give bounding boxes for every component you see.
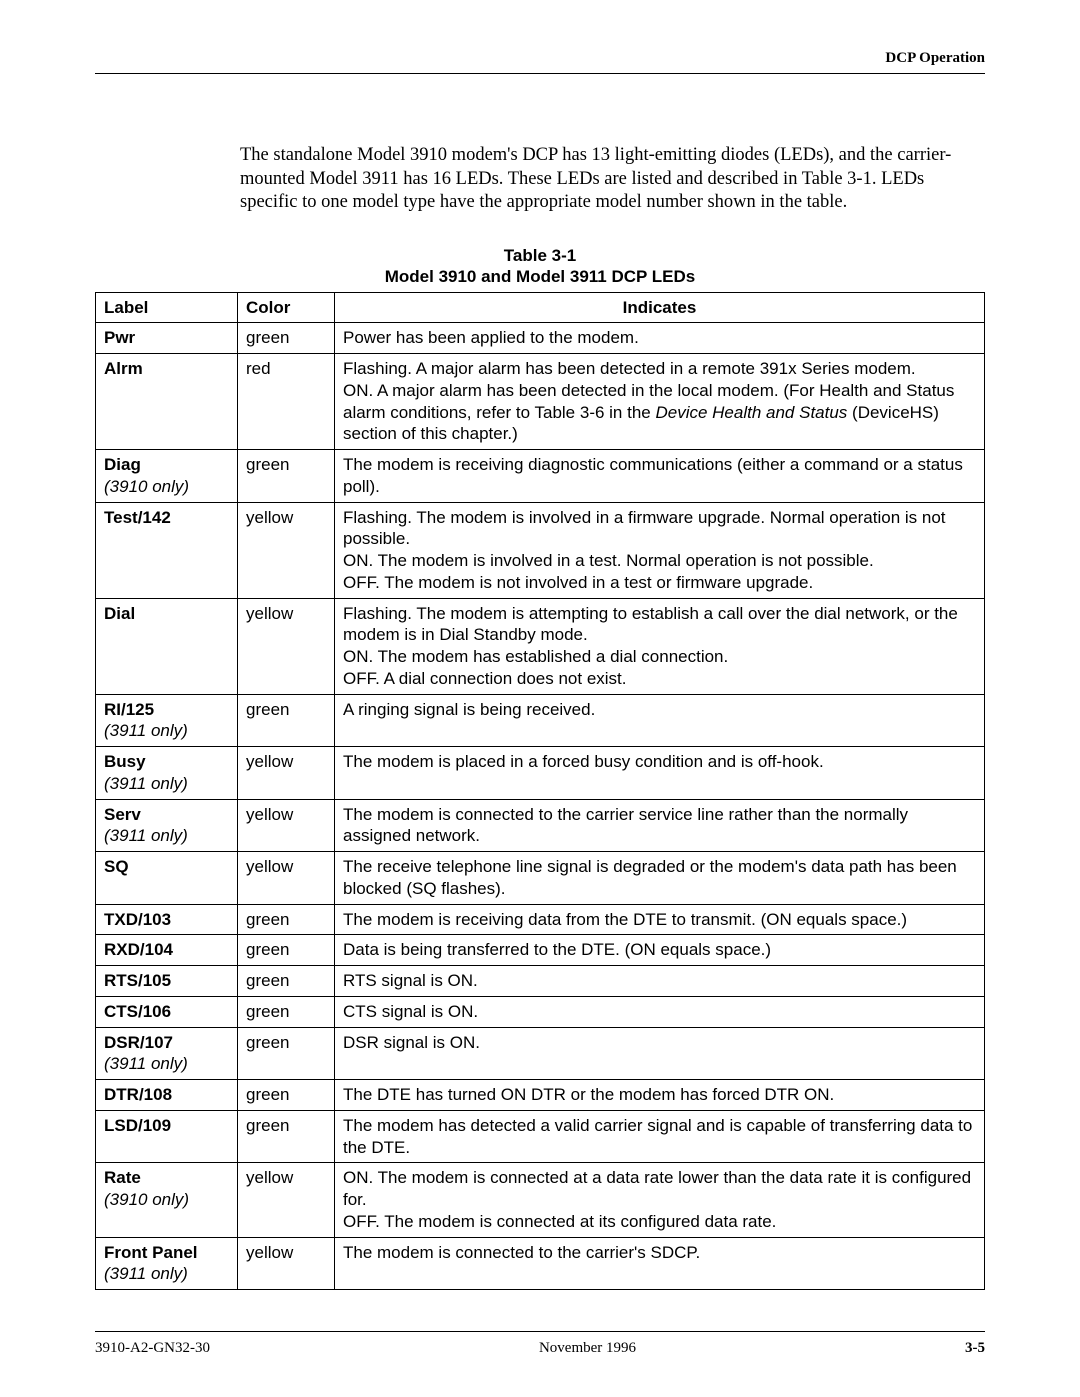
intro-paragraph: The standalone Model 3910 modem's DCP ha… (240, 144, 985, 215)
table-row: SQyellowThe receive telephone line signa… (96, 852, 985, 905)
cell-color: green (238, 1080, 335, 1111)
cell-color: yellow (238, 502, 335, 598)
table-row: DSR/107(3911 only)greenDSR signal is ON. (96, 1027, 985, 1080)
cell-indicates: Power has been applied to the modem. (335, 323, 985, 354)
cell-color: green (238, 935, 335, 966)
th-indicates: Indicates (335, 292, 985, 323)
cell-label: Rate(3910 only) (96, 1163, 238, 1237)
cell-color: green (238, 450, 335, 503)
cell-label: Pwr (96, 323, 238, 354)
cell-color: green (238, 904, 335, 935)
table-row: Test/142yellowFlashing. The modem is inv… (96, 502, 985, 598)
cell-label: RXD/104 (96, 935, 238, 966)
cell-indicates: The modem is placed in a forced busy con… (335, 747, 985, 800)
cell-color: yellow (238, 1163, 335, 1237)
cell-indicates: CTS signal is ON. (335, 996, 985, 1027)
cell-indicates: The modem is receiving diagnostic commun… (335, 450, 985, 503)
table-row: RTS/105greenRTS signal is ON. (96, 966, 985, 997)
cell-color: green (238, 323, 335, 354)
footer: 3910-A2-GN32-30 November 1996 3-5 (95, 1321, 985, 1357)
table-row: AlrmredFlashing. A major alarm has been … (96, 354, 985, 450)
cell-indicates: Data is being transferred to the DTE. (O… (335, 935, 985, 966)
cell-indicates: RTS signal is ON. (335, 966, 985, 997)
cell-label: DTR/108 (96, 1080, 238, 1111)
cell-indicates: ON. The modem is connected at a data rat… (335, 1163, 985, 1237)
cell-indicates: Flashing. The modem is involved in a fir… (335, 502, 985, 598)
table-row: DialyellowFlashing. The modem is attempt… (96, 598, 985, 694)
cell-label: SQ (96, 852, 238, 905)
cell-color: yellow (238, 747, 335, 800)
cell-color: yellow (238, 1237, 335, 1290)
cell-label: Front Panel(3911 only) (96, 1237, 238, 1290)
cell-color: green (238, 1027, 335, 1080)
cell-label: RTS/105 (96, 966, 238, 997)
cell-indicates: The modem has detected a valid carrier s… (335, 1110, 985, 1163)
table-row: DTR/108greenThe DTE has turned ON DTR or… (96, 1080, 985, 1111)
table-row: RI/125(3911 only)greenA ringing signal i… (96, 694, 985, 747)
footer-left: 3910-A2-GN32-30 (95, 1340, 210, 1357)
caption-line2: Model 3910 and Model 3911 DCP LEDs (385, 267, 696, 286)
cell-label: Test/142 (96, 502, 238, 598)
th-color: Color (238, 292, 335, 323)
cell-color: yellow (238, 852, 335, 905)
cell-label: CTS/106 (96, 996, 238, 1027)
caption-line1: Table 3-1 (504, 246, 576, 265)
table-header-row: Label Color Indicates (96, 292, 985, 323)
cell-label: RI/125(3911 only) (96, 694, 238, 747)
cell-indicates: Flashing. The modem is attempting to est… (335, 598, 985, 694)
table-row: Diag(3910 only)greenThe modem is receivi… (96, 450, 985, 503)
cell-indicates: The modem is connected to the carrier se… (335, 799, 985, 852)
cell-label: Dial (96, 598, 238, 694)
cell-color: green (238, 694, 335, 747)
footer-right: 3-5 (965, 1340, 985, 1357)
led-table: Label Color Indicates PwrgreenPower has … (95, 292, 985, 1291)
cell-indicates: The modem is receiving data from the DTE… (335, 904, 985, 935)
table-caption: Table 3-1 Model 3910 and Model 3911 DCP … (95, 245, 985, 288)
cell-indicates: DSR signal is ON. (335, 1027, 985, 1080)
cell-color: green (238, 966, 335, 997)
cell-label: Busy(3911 only) (96, 747, 238, 800)
table-row: Busy(3911 only)yellowThe modem is placed… (96, 747, 985, 800)
cell-color: green (238, 996, 335, 1027)
table-row: RXD/104greenData is being transferred to… (96, 935, 985, 966)
table-row: Front Panel(3911 only)yellowThe modem is… (96, 1237, 985, 1290)
cell-indicates: Flashing. A major alarm has been detecte… (335, 354, 985, 450)
th-label: Label (96, 292, 238, 323)
cell-label: Alrm (96, 354, 238, 450)
cell-label: LSD/109 (96, 1110, 238, 1163)
table-row: TXD/103greenThe modem is receiving data … (96, 904, 985, 935)
cell-label: DSR/107(3911 only) (96, 1027, 238, 1080)
header-section: DCP Operation (885, 50, 985, 67)
cell-color: green (238, 1110, 335, 1163)
cell-label: Diag(3910 only) (96, 450, 238, 503)
header-rule (95, 73, 985, 74)
cell-label: TXD/103 (96, 904, 238, 935)
cell-indicates: The DTE has turned ON DTR or the modem h… (335, 1080, 985, 1111)
cell-color: yellow (238, 598, 335, 694)
table-row: CTS/106greenCTS signal is ON. (96, 996, 985, 1027)
cell-color: yellow (238, 799, 335, 852)
cell-indicates: A ringing signal is being received. (335, 694, 985, 747)
table-row: LSD/109greenThe modem has detected a val… (96, 1110, 985, 1163)
table-row: PwrgreenPower has been applied to the mo… (96, 323, 985, 354)
cell-indicates: The modem is connected to the carrier's … (335, 1237, 985, 1290)
cell-indicates: The receive telephone line signal is deg… (335, 852, 985, 905)
cell-color: red (238, 354, 335, 450)
table-row: Rate(3910 only)yellowON. The modem is co… (96, 1163, 985, 1237)
table-row: Serv(3911 only)yellowThe modem is connec… (96, 799, 985, 852)
cell-label: Serv(3911 only) (96, 799, 238, 852)
footer-center: November 1996 (539, 1340, 636, 1357)
